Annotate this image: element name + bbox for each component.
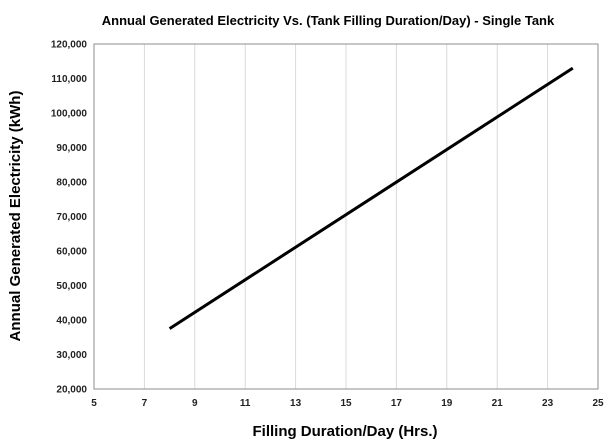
x-tick-label: 19 — [441, 398, 453, 409]
x-tick-label: 23 — [542, 398, 554, 409]
y-tick-label: 70,000 — [56, 212, 87, 223]
y-tick-label: 50,000 — [56, 281, 87, 292]
y-tick-label: 90,000 — [56, 143, 87, 154]
axis-ticks: 5 7 9 11 13 15 17 19 21 23 25 20,000 30,000 40,000 50,… — [51, 40, 604, 410]
series-layer — [168, 66, 574, 330]
y-tick-label: 20,000 — [56, 385, 87, 396]
y-tick-label: 40,000 — [56, 316, 87, 327]
x-tick-label: 21 — [492, 398, 504, 409]
x-tick-label: 25 — [592, 398, 604, 409]
y-tick-label: 110,000 — [51, 74, 87, 85]
x-tick-label: 11 — [240, 398, 251, 409]
y-tick-label: 60,000 — [56, 247, 87, 258]
x-tick-label: 13 — [290, 398, 302, 409]
chart-title: Annual Generated Electricity Vs. (Tank F… — [102, 13, 555, 28]
series-line — [168, 66, 574, 330]
x-tick-label: 9 — [192, 398, 198, 409]
x-tick-label: 5 — [91, 398, 97, 409]
y-axis-label: Annual Generated Electricity (kWh) — [7, 91, 24, 342]
y-tick-label: 100,000 — [51, 109, 88, 120]
y-tick-label: 80,000 — [56, 178, 87, 189]
y-tick-label: 30,000 — [56, 350, 87, 361]
x-tick-label: 17 — [391, 398, 403, 409]
gridlines — [143, 44, 549, 389]
x-axis-label: Filling Duration/Day (Hrs.) — [252, 423, 437, 440]
x-tick-label: 7 — [142, 398, 148, 409]
plot-area-border — [93, 43, 599, 390]
x-tick-label: 15 — [340, 398, 352, 409]
y-tick-label: 120,000 — [51, 40, 88, 51]
